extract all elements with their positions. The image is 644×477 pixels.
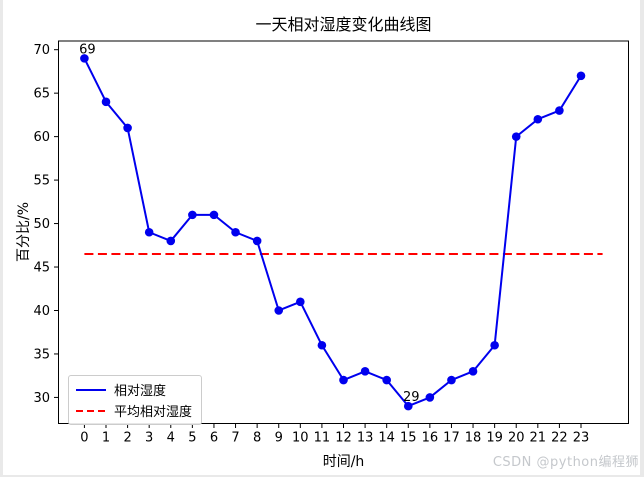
x-tick-label: 23: [573, 431, 590, 446]
x-tick-label: 16: [422, 431, 439, 446]
x-tick-label: 19: [486, 431, 503, 446]
y-tick-label: 50: [33, 217, 50, 232]
x-tick-label: 11: [314, 431, 331, 446]
data-point-marker: [144, 227, 154, 237]
data-point-marker: [252, 236, 262, 246]
x-tick-label: 22: [551, 431, 568, 446]
x-tick-label: 20: [508, 431, 525, 446]
mean-humidity-line-swatch: [76, 409, 106, 412]
y-tick-label: 55: [33, 174, 50, 189]
x-tick-label: 14: [378, 431, 395, 446]
y-tick-label: 70: [33, 43, 50, 58]
x-tick-label: 18: [465, 431, 482, 446]
y-tick-label: 45: [33, 261, 50, 276]
x-tick-label: 10: [292, 431, 309, 446]
x-tick-label: 7: [231, 431, 239, 446]
x-axis-label: 时间/h: [322, 454, 365, 470]
data-point-marker: [209, 210, 219, 220]
y-tick-label: 35: [33, 347, 50, 362]
data-point-marker: [101, 97, 111, 107]
data-point-marker: [447, 375, 456, 385]
chart-title: 一天相对湿度变化曲线图: [255, 15, 432, 34]
x-tick-label: 13: [357, 431, 374, 446]
y-tick-label: 60: [33, 130, 50, 145]
data-point-marker: [296, 297, 305, 307]
x-tick-label: 1: [102, 431, 110, 446]
data-point-marker: [274, 306, 284, 315]
legend-label-mean-humidity: 平均相对湿度: [114, 405, 193, 420]
x-tick-label: 15: [400, 431, 417, 446]
humidity-line: [83, 57, 582, 408]
y-tick-label: 40: [33, 304, 50, 319]
data-point-marker: [533, 114, 543, 124]
x-tick-label: 3: [145, 431, 153, 446]
data-point-marker: [576, 71, 586, 81]
data-point-marker: [231, 227, 240, 237]
legend-label-humidity: 相对湿度: [114, 384, 167, 399]
y-axis-label: 百分比/%: [16, 201, 32, 263]
humidity-line-swatch: [76, 388, 106, 391]
legend-item-mean-humidity: 平均相对湿度: [76, 402, 193, 420]
legend: 相对湿度 平均相对湿度: [68, 375, 203, 425]
data-point-marker: [80, 54, 89, 63]
watermark: CSDN @python编程狮: [492, 455, 639, 470]
screenshot-edge-left: [0, 0, 3, 477]
x-tick-label: 4: [167, 431, 175, 446]
data-point-marker: [468, 367, 478, 376]
point-annotation: 69: [79, 42, 96, 57]
data-point-marker: [360, 367, 370, 376]
data-point-marker: [166, 236, 176, 246]
data-point-marker: [317, 340, 327, 350]
data-point-marker: [123, 123, 132, 133]
data-point-marker: [490, 340, 499, 350]
x-tick-label: 9: [275, 431, 283, 446]
screenshot-edge-bottom: [0, 475, 644, 477]
x-tick-label: 2: [123, 431, 131, 446]
x-tick-label: 0: [80, 431, 88, 446]
screenshot-edge-right: [640, 0, 644, 477]
x-tick-label: 17: [443, 431, 460, 446]
data-point-marker: [555, 106, 564, 115]
legend-item-humidity: 相对湿度: [76, 381, 192, 399]
x-tick-label: 5: [188, 431, 196, 446]
x-tick-label: 8: [253, 431, 261, 446]
data-point-marker: [188, 210, 197, 220]
y-tick-label: 30: [33, 391, 50, 406]
y-tick-label: 65: [33, 87, 50, 102]
x-tick-label: 6: [210, 431, 218, 446]
data-point-marker: [511, 132, 521, 141]
plot-frame: [58, 40, 629, 424]
data-point-marker: [425, 393, 435, 402]
data-point-marker: [382, 375, 391, 385]
x-tick-label: 12: [335, 431, 352, 446]
data-point-marker: [403, 401, 413, 411]
data-point-marker: [339, 375, 348, 385]
point-annotation: 29: [403, 390, 420, 405]
x-tick-label: 21: [530, 431, 547, 446]
